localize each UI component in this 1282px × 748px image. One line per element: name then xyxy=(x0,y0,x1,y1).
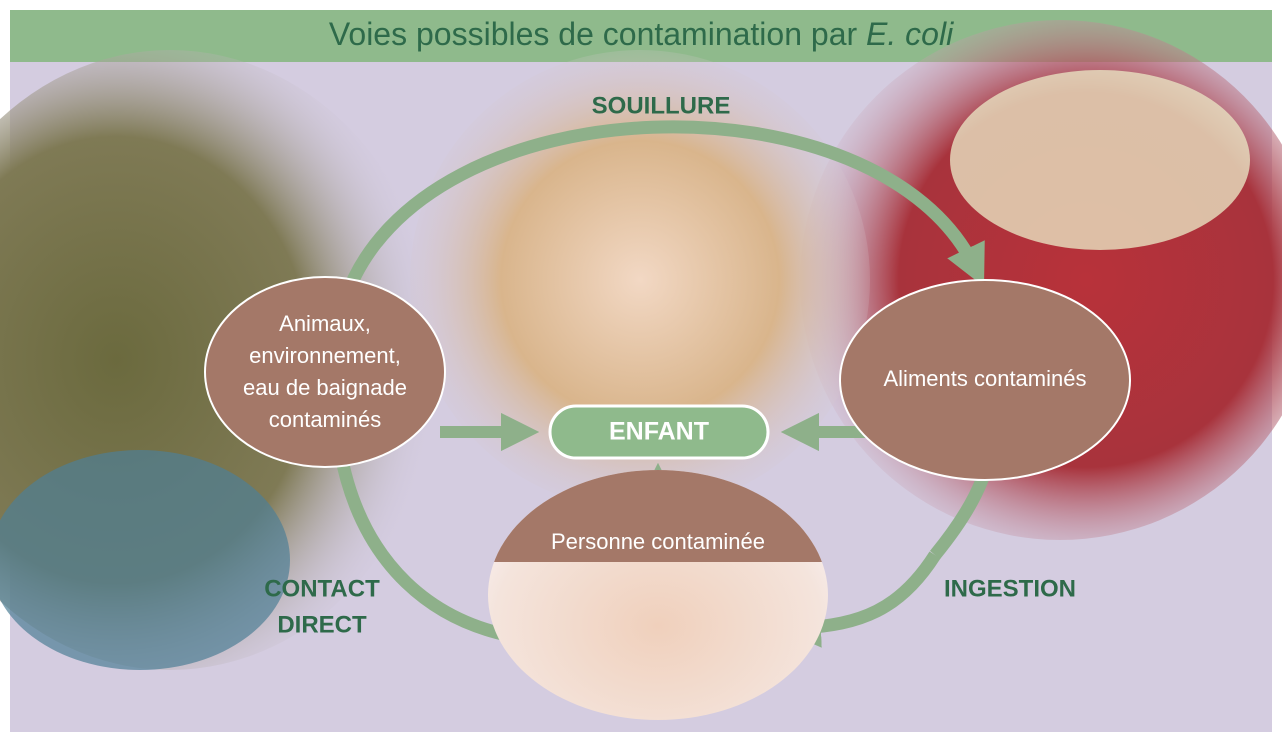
node-label: Animaux, xyxy=(279,311,371,336)
edge-label: SOUILLURE xyxy=(592,92,731,119)
node-label: ENFANT xyxy=(609,418,709,446)
photo-cheese xyxy=(950,70,1250,250)
title-italic: E. coli xyxy=(866,16,954,52)
photo-bathing xyxy=(0,450,290,670)
edge-label: CONTACT xyxy=(264,575,380,602)
title-text: Voies possibles de contamination par xyxy=(329,16,858,52)
edge-label: DIRECT xyxy=(277,611,367,638)
page: Voies possibles de contamination par E. … xyxy=(0,0,1282,748)
node-label: Aliments contaminés xyxy=(884,366,1087,391)
node-animals xyxy=(205,277,445,467)
node-label: Personne contaminée xyxy=(551,529,765,554)
node-label: eau de baignade xyxy=(243,375,407,400)
title: Voies possibles de contamination par E. … xyxy=(329,16,954,52)
edge-label: INGESTION xyxy=(944,575,1076,602)
node-label: contaminés xyxy=(269,407,382,432)
node-label: environnement, xyxy=(249,343,401,368)
diagram: Voies possibles de contamination par E. … xyxy=(0,0,1282,743)
